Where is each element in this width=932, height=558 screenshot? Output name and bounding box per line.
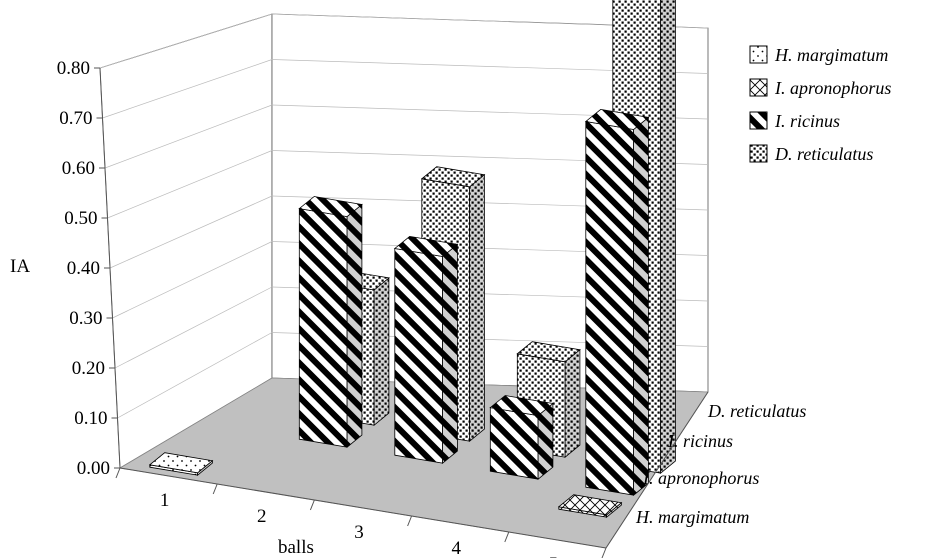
bar-top (489, 395, 554, 417)
y-axis-title: IA (10, 256, 30, 277)
bar-side-shade (633, 117, 649, 496)
bar-front (298, 208, 348, 448)
y-tick-label: 0.60 (62, 158, 95, 179)
bar-side-shade (347, 204, 362, 448)
y-tick-label: 0.50 (64, 208, 97, 229)
y-tick-label: 0.20 (72, 358, 105, 379)
legend: H. margimatum I. apronophorus I. ricinus D.… (749, 45, 891, 164)
x-tick-label: 3 (354, 522, 364, 543)
bar-front (489, 407, 539, 480)
x-tick-label: 1 (160, 490, 170, 511)
depth-label: I. apronophorus (642, 468, 759, 488)
x-axis-ticks: 1 2 3 4 5 (115, 467, 607, 558)
legend-item: I. ricinus (749, 111, 840, 131)
bar-4-2 (584, 108, 650, 497)
legend-label: I. ricinus (774, 111, 840, 131)
bar-4-1 (557, 494, 623, 519)
bar-2-2 (393, 235, 459, 465)
bar-side-shade (660, 0, 676, 474)
bars (148, 0, 676, 519)
bar-0-0 (148, 452, 214, 477)
depth-axis-labels: H. margimatum I. apronophorus I. ricinus D.… (605, 391, 806, 549)
y-tick-label: 0.40 (67, 258, 100, 279)
bar-side-shade (469, 174, 485, 442)
x-axis-line (119, 467, 607, 549)
gridline (109, 195, 273, 269)
legend-swatch (749, 111, 768, 130)
legend-swatch (749, 45, 768, 64)
y-tick-label: 0.10 (74, 408, 107, 429)
bar-top (148, 452, 214, 474)
gridline (117, 332, 273, 419)
bar-top (298, 196, 363, 218)
bar-top (393, 235, 459, 257)
x-tick-label: 2 (257, 506, 267, 527)
legend-item: D. reticulatus (749, 144, 873, 164)
bar-front (394, 248, 444, 464)
x-tick-mark (115, 467, 121, 479)
bar-side-shade (197, 460, 213, 476)
gridline (107, 150, 273, 219)
x-axis-title: balls (278, 537, 314, 558)
x-tick-mark (407, 515, 413, 527)
bar-side-shade (374, 277, 389, 426)
depth-axis-line (605, 391, 709, 549)
y-tick-label: 0.70 (59, 108, 92, 129)
bar-top (516, 341, 581, 363)
depth-label: H. margimatum (635, 507, 749, 527)
y-axis-line (99, 67, 121, 469)
depth-label: I. ricinus (667, 431, 733, 451)
bar-front (585, 121, 634, 496)
x-tick-mark (601, 547, 607, 558)
legend-label: H. margimatum (774, 45, 888, 65)
bar-top (584, 108, 650, 130)
y-tick-label: 0.30 (69, 308, 102, 329)
gridline (114, 286, 273, 369)
legend-label: D. reticulatus (774, 144, 873, 164)
bar-3-2 (489, 395, 554, 481)
legend-swatch (749, 144, 768, 163)
bar-1-2 (298, 196, 363, 449)
legend-item: H. margimatum (749, 45, 888, 65)
x-tick-mark (504, 531, 510, 543)
bar-side-shade (606, 502, 622, 518)
x-tick-label: 5 (549, 554, 559, 558)
y-tick-label: 0.00 (77, 458, 110, 479)
x-tick-mark (309, 499, 315, 511)
legend-label: I. apronophorus (774, 78, 891, 98)
gridline (102, 59, 273, 119)
bar-side (660, 0, 676, 475)
gridline (112, 241, 273, 319)
bar-side-shade (538, 403, 553, 480)
y-axis-ticks: 0.00 0.10 0.20 0.30 0.40 0.50 0.60 0.70 0.80 (57, 58, 121, 479)
bar-top (420, 166, 486, 188)
y-tick-label: 0.80 (57, 58, 90, 79)
gridline (99, 13, 273, 69)
x-tick-label: 4 (451, 538, 461, 558)
bar-side-shade (565, 349, 580, 458)
x-tick-mark (212, 483, 218, 495)
gridline (104, 104, 273, 169)
bar-side-shade (442, 244, 458, 464)
depth-label: D. reticulatus (707, 401, 806, 421)
legend-swatch (749, 78, 768, 97)
legend-item: I. apronophorus (749, 78, 891, 98)
bar-top (557, 494, 623, 516)
